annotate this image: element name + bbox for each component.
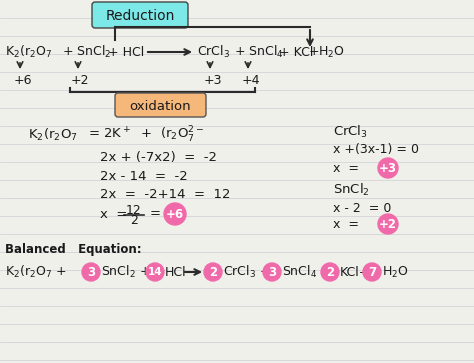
Text: H$_2$O: H$_2$O — [382, 265, 409, 280]
Text: CrCl$_3$: CrCl$_3$ — [333, 124, 368, 140]
Text: K$_2$(r$_2$O$_7$: K$_2$(r$_2$O$_7$ — [5, 44, 52, 60]
Text: + HCl: + HCl — [108, 45, 144, 58]
Circle shape — [146, 263, 164, 281]
Text: x  =: x = — [100, 208, 136, 220]
Circle shape — [204, 263, 222, 281]
Text: 2: 2 — [209, 265, 217, 278]
Text: +6: +6 — [14, 73, 33, 86]
Text: K$_2$(r$_2$O$_7$: K$_2$(r$_2$O$_7$ — [28, 127, 78, 143]
Text: 3: 3 — [268, 265, 276, 278]
Text: CrCl$_3$: CrCl$_3$ — [197, 44, 230, 60]
Text: 2: 2 — [130, 213, 138, 227]
Text: +2: +2 — [71, 73, 90, 86]
Text: = 2K$^+$  +  (r$_2$O$_7^{2-}$: = 2K$^+$ + (r$_2$O$_7^{2-}$ — [88, 125, 204, 145]
Text: 7: 7 — [368, 265, 376, 278]
Text: K$_2$(r$_2$O$_7$ +: K$_2$(r$_2$O$_7$ + — [5, 264, 66, 280]
Text: +4: +4 — [242, 73, 261, 86]
Text: oxidation: oxidation — [129, 99, 191, 113]
Circle shape — [363, 263, 381, 281]
Text: x  =: x = — [333, 162, 363, 175]
Text: +6: +6 — [166, 208, 184, 220]
Text: SnCl$_2$ +: SnCl$_2$ + — [101, 264, 150, 280]
Text: 12: 12 — [126, 204, 142, 216]
Circle shape — [378, 158, 398, 178]
Text: 14: 14 — [148, 267, 162, 277]
Circle shape — [263, 263, 281, 281]
Text: x +(3x-1) = 0: x +(3x-1) = 0 — [333, 143, 419, 156]
Text: Reduction: Reduction — [105, 9, 175, 23]
Text: x - 2  = 0: x - 2 = 0 — [333, 201, 392, 215]
Text: 3: 3 — [87, 265, 95, 278]
Text: +2: +2 — [379, 217, 397, 231]
Text: KCl+: KCl+ — [340, 265, 370, 278]
Text: + KCl: + KCl — [279, 45, 313, 58]
Text: x  =: x = — [333, 217, 363, 231]
Text: 2: 2 — [326, 265, 334, 278]
Text: +H$_2$O: +H$_2$O — [308, 44, 345, 60]
Text: +3: +3 — [379, 162, 397, 175]
Text: + SnCl$_2$: + SnCl$_2$ — [62, 44, 111, 60]
Circle shape — [378, 214, 398, 234]
Circle shape — [82, 263, 100, 281]
Text: CrCl$_3$ +: CrCl$_3$ + — [223, 264, 270, 280]
Text: 2x  =  -2+14  =  12: 2x = -2+14 = 12 — [100, 188, 230, 200]
FancyBboxPatch shape — [115, 93, 206, 117]
Text: SnCl$_2$: SnCl$_2$ — [333, 182, 370, 198]
Text: Balanced   Equation:: Balanced Equation: — [5, 244, 142, 257]
Text: =: = — [150, 208, 161, 220]
Text: SnCl$_4$ +: SnCl$_4$ + — [282, 264, 331, 280]
Text: + SnCl$_4$: + SnCl$_4$ — [234, 44, 283, 60]
Text: HCl: HCl — [165, 265, 187, 278]
Text: +3: +3 — [204, 73, 222, 86]
FancyBboxPatch shape — [92, 2, 188, 28]
Text: 2x - 14  =  -2: 2x - 14 = -2 — [100, 170, 188, 183]
Text: 2x + (-7x2)  =  -2: 2x + (-7x2) = -2 — [100, 151, 217, 164]
Circle shape — [321, 263, 339, 281]
Circle shape — [164, 203, 186, 225]
